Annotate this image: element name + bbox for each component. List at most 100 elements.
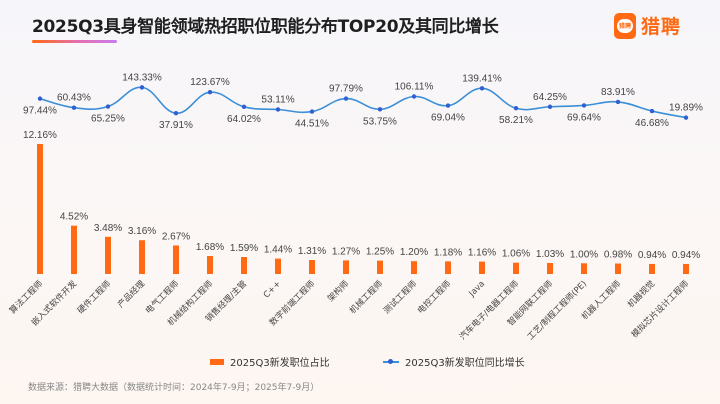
line-points [37, 85, 689, 120]
line-point [581, 103, 587, 108]
bar [105, 236, 111, 274]
bar-value-label: 1.25% [366, 247, 394, 258]
bar [71, 225, 77, 274]
bar-value-label: 1.18% [434, 247, 462, 258]
bar-value-label: 1.44% [264, 245, 292, 256]
category-label: 模拟芯片设计工程师 [629, 278, 691, 340]
bar-value-label: 0.98% [604, 250, 632, 261]
line-value-label: 123.67% [190, 77, 230, 88]
bar-value-label: 1.03% [536, 249, 564, 260]
legend-item-bar: 2025Q3新发职位占比 [210, 354, 330, 369]
bar [139, 240, 145, 274]
line-point [377, 107, 383, 112]
legend-line-label: 2025Q3新发职位同比增长 [405, 358, 525, 369]
bar [513, 262, 519, 274]
line-value-label: 53.75% [363, 116, 397, 127]
bar [37, 144, 43, 274]
bar [207, 256, 213, 274]
bar-value-label: 1.27% [332, 246, 360, 257]
bar-value-label: 0.94% [638, 250, 666, 261]
category-label: Java [467, 279, 487, 299]
line-point [275, 107, 281, 112]
bar [377, 260, 383, 274]
category-label: 机器视觉 [625, 278, 657, 310]
line-value-label: 65.25% [91, 114, 125, 125]
bar-value-label: 1.20% [400, 247, 428, 258]
line-point [71, 105, 77, 110]
bar [309, 259, 315, 274]
line-point [615, 99, 621, 105]
line-point [37, 96, 43, 101]
bar [581, 263, 587, 274]
bar [411, 261, 417, 274]
bar-value-label: 12.16% [23, 130, 57, 141]
category-label: 汽车电子/电器工程师 [457, 278, 521, 342]
line-value-label: 97.44% [23, 106, 57, 117]
line-point [241, 104, 247, 110]
bar-value-label: 3.16% [128, 226, 156, 237]
chart-title: 2025Q3具身智能领域热招职位职能分布TOP20及其同比增长 [32, 17, 499, 37]
bar-value-label: 1.00% [570, 249, 598, 260]
bar [445, 261, 451, 274]
line-point [343, 96, 349, 101]
line-value-label: 83.91% [601, 87, 635, 98]
line-value-label: 19.89% [669, 103, 703, 114]
growth-line [39, 86, 687, 119]
line-point [683, 115, 689, 120]
line-point [445, 103, 451, 108]
data-source-note: 数据来源：猎聘大数据（数据统计时间：2024年7-9月；2025年7-9月） [28, 383, 320, 393]
line-value-label: 139.41% [462, 73, 502, 84]
bar-value-label: 1.68% [196, 242, 224, 253]
line-value-label: 106.11% [395, 82, 434, 93]
bar-value-label: 3.48% [94, 223, 122, 234]
line-value-label: 46.68% [635, 118, 669, 129]
bar [275, 258, 281, 274]
legend-line-swatch [383, 358, 399, 364]
bar [615, 263, 621, 274]
line-point [173, 111, 179, 116]
logo-text: 猎聘 [641, 16, 682, 38]
bar [547, 262, 553, 274]
line-point [139, 85, 145, 90]
category-label: 硬件工程师 [75, 278, 113, 316]
logo-badge-icon: 猎聘 [614, 12, 636, 39]
line-point [411, 94, 417, 99]
title-underline [32, 40, 117, 43]
line-value-label: 44.51% [295, 119, 329, 130]
bar-value-label: 4.52% [60, 212, 88, 223]
legend-bar-swatch [210, 358, 224, 365]
line-value-label: 64.25% [533, 92, 567, 103]
category-label: C++ [262, 279, 283, 300]
legend-item-line: 2025Q3新发职位同比增长 [383, 354, 525, 369]
bar-value-label: 1.06% [502, 249, 530, 260]
bar-value-label: 1.16% [468, 248, 496, 259]
bar [173, 245, 179, 274]
logo-bubble: 猎聘 [617, 18, 633, 33]
line-value-label: 60.43% [57, 93, 91, 104]
line-point [105, 104, 111, 109]
line-value-label: 64.02% [227, 114, 261, 125]
bar-value-label: 2.67% [162, 231, 190, 242]
bar [649, 263, 655, 274]
category-label: 机械工程师 [347, 278, 385, 316]
category-label: 测试工程师 [381, 278, 419, 316]
line-value-label: 143.33% [122, 72, 162, 83]
line-point [513, 106, 519, 111]
line-value-label: 69.04% [431, 113, 465, 124]
line-point [649, 108, 655, 114]
category-label: 产品经理 [115, 278, 147, 310]
line-point [479, 86, 485, 91]
liepin-logo: 猎聘 猎聘 [614, 12, 681, 39]
category-label: 电控工程师 [415, 278, 453, 316]
category-label: 架构师 [325, 278, 351, 304]
line-value-label: 53.11% [261, 94, 294, 105]
line-point [547, 104, 553, 109]
bar [479, 261, 485, 274]
line-value-label: 69.64% [567, 112, 601, 123]
line-value-label: 97.79% [329, 84, 363, 95]
line-value-label: 58.21% [499, 115, 533, 126]
bar-series [37, 144, 689, 274]
line-labels: 97.44%60.43%65.25% 143.33% 37.91% 123.67% 64… [23, 72, 703, 131]
